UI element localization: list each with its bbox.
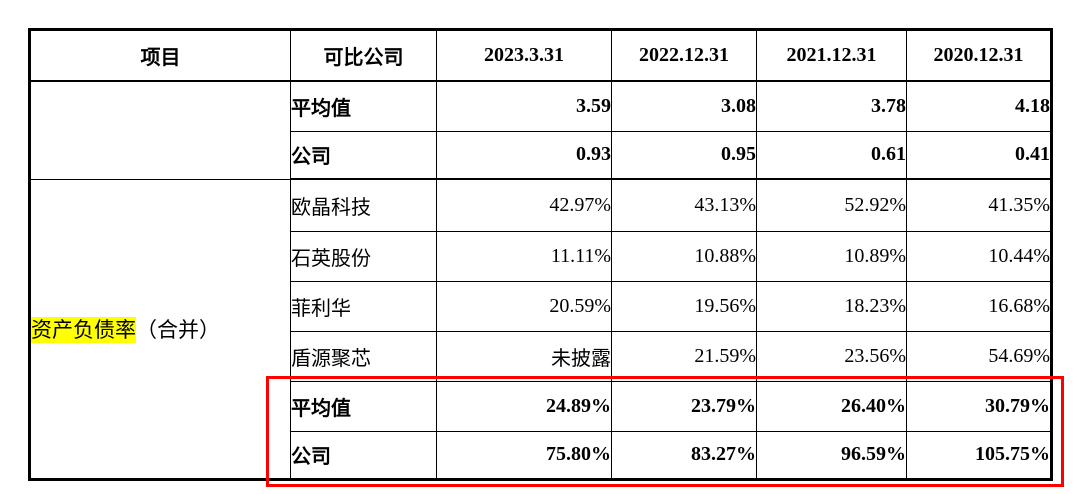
item-cell-asset-liability-ratio: 资产负债率（合并） — [29, 178, 291, 480]
cell-value: 96.59% — [756, 430, 907, 480]
table-row: 公司 75.80% 83.27% 96.59% 105.75% — [30, 430, 1052, 480]
header-date-2021: 2021.12.31 — [756, 29, 907, 82]
cell-value: 30.79% — [906, 380, 1052, 432]
item-label-suffix: （合并） — [136, 317, 220, 342]
row-label: 欧晶科技 — [290, 178, 437, 232]
cell-value: 20.59% — [436, 280, 612, 332]
table-row: 资产负债率（合并） 欧晶科技 42.97% 43.13% 52.92% 41.3… — [29, 178, 1052, 480]
yellow-highlight: 资产负债率 — [31, 316, 136, 343]
header-date-2023: 2023.3.31 — [436, 29, 612, 82]
header-date-2020: 2020.12.31 — [906, 29, 1052, 82]
cell-value: 11.11% — [436, 230, 612, 282]
cell-value: 0.61 — [756, 130, 907, 180]
cell-value: 3.59 — [436, 80, 612, 132]
cell-value: 19.56% — [611, 280, 757, 332]
cell-value: 105.75% — [906, 430, 1052, 480]
cell-value: 21.59% — [611, 330, 757, 382]
cell-value: 0.95 — [611, 130, 757, 180]
cell-value: 24.89% — [436, 380, 612, 432]
cell-value: 26.40% — [756, 380, 907, 432]
cell-value: 41.35% — [906, 178, 1052, 232]
cell-value: 0.93 — [436, 130, 612, 180]
cell-value: 42.97% — [436, 178, 612, 232]
row-label: 盾源聚芯 — [290, 330, 437, 382]
table-row: 平均值 3.59 3.08 3.78 4.18 — [29, 80, 1052, 180]
cell-value: 43.13% — [611, 178, 757, 232]
header-comparable-company: 可比公司 — [290, 29, 437, 82]
cell-value: 75.80% — [436, 430, 612, 480]
cell-value: 18.23% — [756, 280, 907, 332]
table-row: 盾源聚芯 未披露 21.59% 23.56% 54.69% — [30, 330, 1052, 382]
table-row: 公司 0.93 0.95 0.61 0.41 — [30, 130, 1052, 180]
cell-value: 52.92% — [756, 178, 907, 232]
cell-value: 0.41 — [906, 130, 1052, 180]
row-label: 公司 — [290, 430, 437, 480]
cell-value: 未披露 — [436, 330, 612, 382]
cell-value: 23.79% — [611, 380, 757, 432]
row-label: 石英股份 — [290, 230, 437, 282]
cell-value: 3.08 — [611, 80, 757, 132]
table-header-row: 项目 可比公司 2023.3.31 2022.12.31 2021.12.31 … — [29, 29, 1052, 82]
row-label: 平均值 — [290, 80, 437, 132]
table-row: 平均值 24.89% 23.79% 26.40% 30.79% — [30, 380, 1052, 432]
header-item: 项目 — [29, 29, 291, 82]
cell-value: 3.78 — [756, 80, 907, 132]
cell-value: 10.88% — [611, 230, 757, 282]
cell-value: 10.44% — [906, 230, 1052, 282]
table-row: 石英股份 11.11% 10.88% 10.89% 10.44% — [30, 230, 1052, 282]
cell-value: 4.18 — [906, 80, 1052, 132]
cell-value: 16.68% — [906, 280, 1052, 332]
row-label: 平均值 — [290, 380, 437, 432]
cell-value: 10.89% — [756, 230, 907, 282]
table-row: 菲利华 20.59% 19.56% 18.23% 16.68% — [30, 280, 1052, 332]
cell-value: 23.56% — [756, 330, 907, 382]
cell-value: 83.27% — [611, 430, 757, 480]
item-cell-empty — [29, 80, 291, 180]
cell-value: 54.69% — [906, 330, 1052, 382]
row-label: 公司 — [290, 130, 437, 180]
row-label: 菲利华 — [290, 280, 437, 332]
financial-comparison-table: 项目 可比公司 2023.3.31 2022.12.31 2021.12.31 … — [28, 28, 1053, 481]
header-date-2022: 2022.12.31 — [611, 29, 757, 82]
